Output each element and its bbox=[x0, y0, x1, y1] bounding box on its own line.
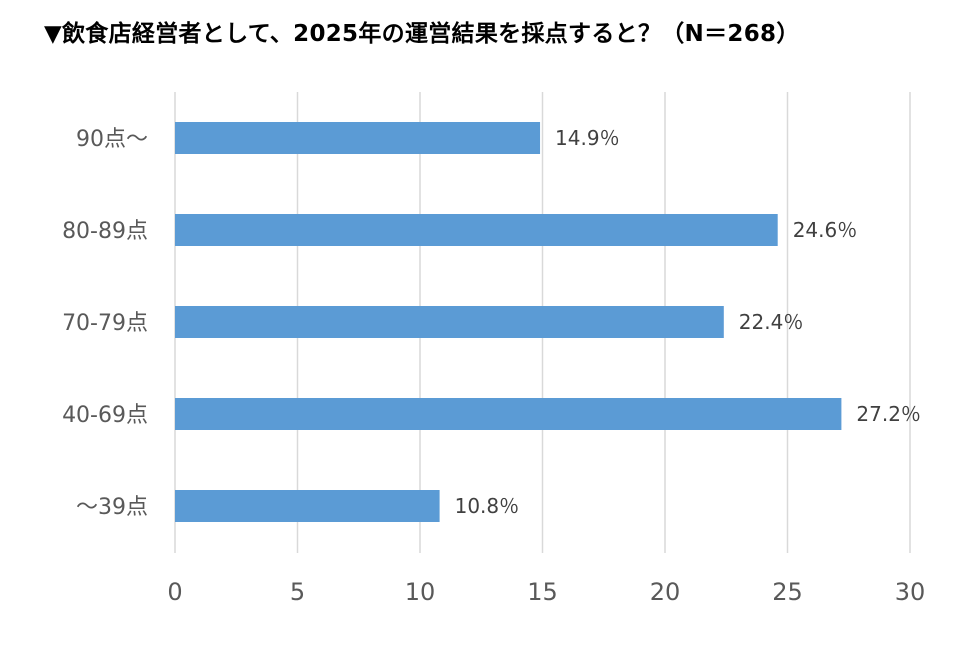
category-label: 40-69点 bbox=[62, 403, 148, 428]
data-label: 24.6％ bbox=[793, 218, 858, 242]
bar-3 bbox=[175, 398, 842, 430]
x-tick-label: 25 bbox=[772, 578, 803, 606]
bar-2 bbox=[175, 306, 724, 338]
category-label: 80-89点 bbox=[62, 219, 148, 244]
data-label: 14.9％ bbox=[555, 126, 620, 150]
x-tick-label: 30 bbox=[895, 578, 926, 606]
category-labels: 90点〜 80-89点 70-79点 40-69点〜39点 bbox=[62, 127, 148, 520]
bar-4 bbox=[175, 490, 440, 522]
data-label: 22.4％ bbox=[739, 310, 804, 334]
x-tick-label: 0 bbox=[167, 578, 182, 606]
bar-1 bbox=[175, 214, 778, 246]
x-tick-label: 5 bbox=[290, 578, 305, 606]
data-label: 27.2％ bbox=[856, 402, 921, 426]
x-axis-tick-labels: 0 5 10 15 20 25 30 bbox=[167, 578, 925, 606]
x-tick-label: 20 bbox=[650, 578, 681, 606]
bars bbox=[175, 122, 842, 522]
category-label: 〜39点 bbox=[76, 495, 148, 520]
category-label: 70-79点 bbox=[62, 311, 148, 336]
data-labels: 14.9％ 24.6％ 22.4％ 27.2％ 10.8％ bbox=[455, 126, 921, 518]
x-tick-label: 10 bbox=[405, 578, 436, 606]
chart-title: ▼飲食店経営者として、2025年の運営結果を採点すると？（N＝268） bbox=[44, 21, 800, 47]
category-label: 90点〜 bbox=[76, 127, 148, 152]
x-tick-label: 15 bbox=[527, 578, 558, 606]
bar-0 bbox=[175, 122, 541, 154]
data-label: 10.8％ bbox=[455, 494, 520, 518]
